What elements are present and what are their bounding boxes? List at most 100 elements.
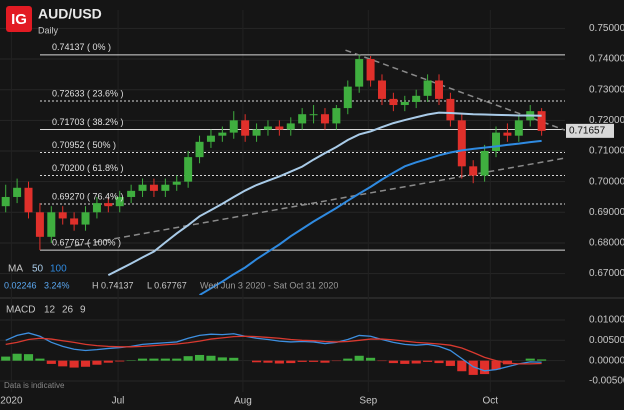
chart-title: AUD/USD: [38, 6, 102, 22]
x-tick-label: Sep: [359, 396, 377, 407]
info-range: Wed Jun 3 2020 - Sat Oct 31 2020: [200, 280, 338, 290]
candle-body: [469, 166, 478, 176]
histogram-bar: [137, 358, 148, 361]
histogram-bar: [251, 360, 262, 363]
candle-body: [537, 111, 546, 131]
candle-body: [377, 80, 386, 99]
candle-body: [104, 203, 113, 207]
labels: IG AUD/USD Daily MA 50 100 0.02246 3.24%…: [0, 6, 624, 407]
candle-body: [400, 101, 409, 106]
histogram-bar: [229, 357, 239, 361]
candle-body: [161, 184, 170, 191]
candle-body: [412, 95, 421, 102]
candle-body: [355, 59, 364, 87]
candle-body: [13, 187, 22, 197]
histogram-bar: [537, 359, 547, 361]
candle-body: [81, 212, 90, 225]
histogram-bar: [525, 358, 535, 361]
histogram-bar: [172, 358, 182, 361]
histogram-bar: [445, 360, 455, 366]
histogram-bar: [206, 355, 216, 361]
y-tick-label: 0.67000: [589, 268, 624, 279]
candle-body: [332, 108, 341, 124]
last-price: 0.71657: [569, 126, 606, 137]
signal-line: [5, 335, 542, 365]
histogram-bar: [149, 358, 159, 361]
candle-body: [275, 126, 284, 130]
macd-param: 9: [80, 305, 86, 316]
candle-body: [195, 141, 204, 158]
candle-body: [343, 86, 352, 109]
candle-body: [252, 129, 261, 136]
moving-average: [199, 139, 542, 295]
grid: [0, 10, 565, 392]
candle-body: [320, 114, 329, 124]
histogram-bar: [388, 360, 398, 364]
chart-subtitle: Daily: [38, 25, 59, 35]
histogram-bar: [366, 357, 376, 361]
histogram-bar: [320, 360, 330, 363]
histogram-bar: [400, 360, 410, 364]
macd-param: 12: [44, 305, 56, 316]
price-panel: [1, 49, 565, 295]
fib-label: 0.72633 ( 23.6% ): [52, 88, 124, 98]
candle-body: [127, 190, 136, 197]
macd-line: [5, 332, 542, 372]
candle-body: [480, 151, 489, 176]
histogram-bar: [23, 354, 34, 361]
candle-body: [92, 203, 101, 213]
histogram-bar: [354, 355, 364, 361]
candle-body: [1, 196, 10, 207]
histogram-bar: [12, 353, 22, 361]
fib-label: 0.70952 ( 50% ): [52, 140, 116, 150]
histogram-bar: [480, 360, 490, 375]
y-tick-label: 0.74000: [589, 54, 624, 65]
histogram-bar: [434, 360, 444, 364]
candle-body: [184, 157, 193, 182]
histogram-bar: [274, 360, 284, 364]
candle-body: [298, 114, 307, 124]
y-tick-label: 0.72000: [589, 115, 624, 126]
histogram-bar: [297, 360, 307, 362]
fib-label: 0.67767 ( 100% ): [52, 237, 121, 247]
candle-body: [70, 218, 79, 225]
fib-label: 0.70200 ( 61.8% ): [52, 163, 124, 173]
candle-body: [229, 120, 238, 133]
y-tick-label: 0.00000: [589, 355, 624, 366]
histogram-bar: [115, 360, 125, 362]
candle-body: [206, 135, 215, 142]
candle-body: [492, 132, 501, 151]
histogram-bar: [194, 354, 205, 361]
candle-body: [446, 98, 455, 121]
moving-average: [107, 111, 542, 277]
x-tick-label: Aug: [234, 396, 252, 407]
info-low: L 0.67767: [147, 280, 187, 290]
candle-body: [47, 212, 56, 237]
y-tick-label: 0.69000: [589, 207, 624, 218]
candle-body: [423, 80, 432, 96]
histogram-bar: [217, 357, 227, 361]
histogram-bar: [263, 360, 273, 363]
x-tick-label: 2020: [0, 396, 23, 407]
candle-body: [263, 126, 272, 130]
histogram-bar: [58, 360, 68, 367]
candle-body: [286, 123, 295, 130]
y-tick-label: 0.68000: [589, 238, 624, 249]
candle-body: [514, 120, 523, 136]
candle-body: [35, 212, 44, 237]
histogram-bar: [80, 360, 91, 367]
y-tick-label: 0.00500: [589, 335, 624, 346]
legend-title: MA: [8, 264, 23, 275]
legend-entry: 50: [32, 264, 44, 275]
candle-body: [172, 181, 181, 185]
histogram-bar: [457, 360, 467, 372]
candle-body: [435, 80, 443, 99]
histogram-bar: [103, 360, 113, 363]
candle-body: [218, 132, 227, 136]
candle-body: [24, 187, 33, 213]
logo-box: [6, 6, 32, 32]
candle-body: [309, 114, 318, 116]
y-tick-label: -0.00500: [589, 376, 624, 387]
macd-param: 26: [62, 305, 74, 316]
